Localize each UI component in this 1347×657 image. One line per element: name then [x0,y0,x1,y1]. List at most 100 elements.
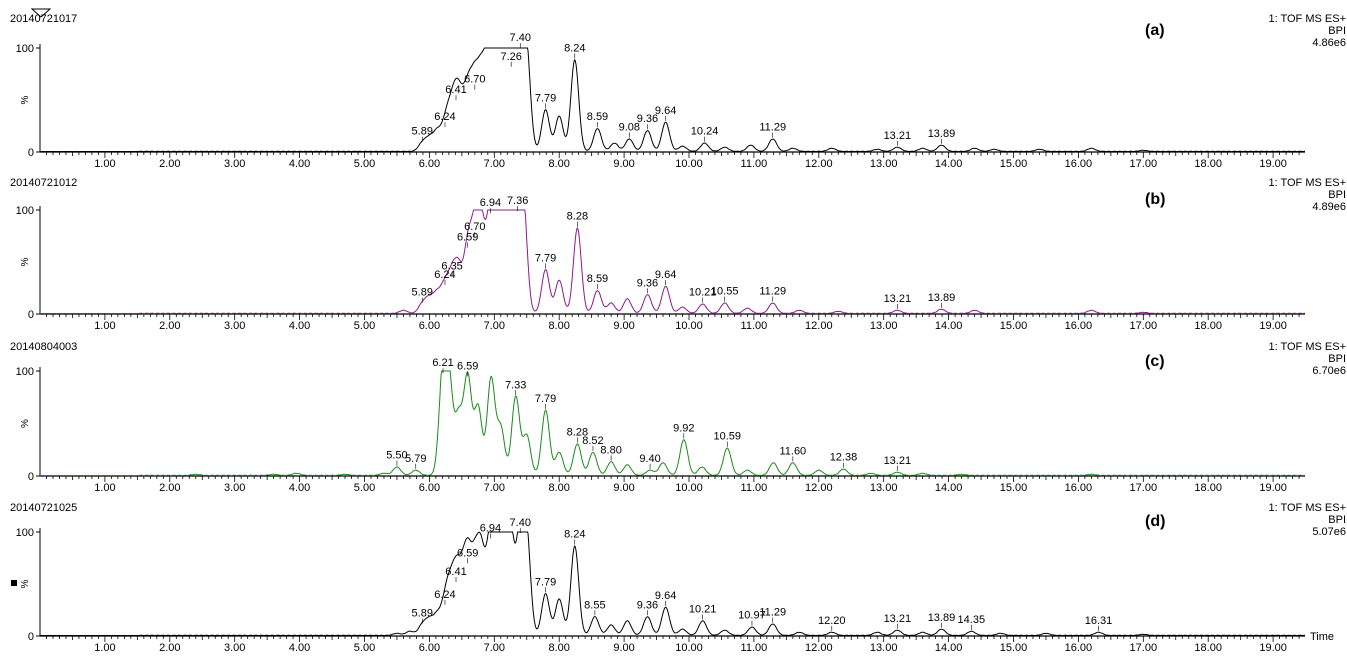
panel-letter-b: (b) [1145,191,1166,208]
peak-label: 6.21 [432,357,453,369]
x-tick-label: 3.00 [224,482,245,494]
x-tick-label: 9.00 [613,642,634,654]
x-tick-label: 17.00 [1130,158,1158,170]
x-tick-label: 7.00 [484,642,505,654]
x-tick-label: 13.00 [870,642,898,654]
x-tick-label: 2.00 [159,320,180,332]
peak-label: 5.89 [412,126,433,138]
x-tick-label: 18.00 [1194,158,1222,170]
x-tick-label: 15.00 [1000,482,1028,494]
x-tick-label: 17.00 [1130,642,1158,654]
peak-label: 11.29 [759,122,786,134]
trace-label-b: BPI [1328,189,1346,201]
peak-label: 6.35 [441,261,462,273]
x-tick-label: 14.00 [935,642,963,654]
x-tick-label: 7.00 [484,158,505,170]
peak-label: 13.89 [928,292,956,304]
peak-label: 14.35 [958,614,986,626]
sample-id-b: 20140721012 [10,177,78,189]
peak-label: 16.31 [1085,615,1113,627]
peak-label: 7.26 [500,51,521,63]
peak-label: 8.55 [584,599,605,611]
peak-label: 10.21 [689,287,717,299]
x-tick-label: 19.00 [1259,482,1287,494]
peak-label: 9.64 [655,105,676,117]
x-tick-label: 9.00 [613,158,634,170]
peak-label: 13.21 [884,293,912,305]
peak-label: 9.92 [673,422,694,434]
y-axis-label: % [20,579,31,588]
panel-letter-c: (c) [1145,353,1165,370]
x-tick-label: 5.00 [354,482,375,494]
y-tick-label: 0 [28,631,34,643]
peak-label: 6.41 [445,566,466,578]
peak-label: 8.24 [564,42,585,54]
y-tick-label: 0 [28,471,34,483]
peak-label: 5.89 [412,608,433,620]
sample-id-d: 20140721025 [10,502,78,514]
detector-label-a: 1: TOF MS ES+ [1268,13,1346,25]
peak-label: 12.38 [830,452,858,464]
peak-label: 13.21 [884,130,912,142]
sample-id-c: 20140804003 [10,341,78,353]
y-tick-label: 100 [16,43,34,55]
peak-label: 7.79 [535,393,556,405]
x-tick-label: 2.00 [159,642,180,654]
peak-label: 9.36 [637,277,658,289]
x-tick-label: 9.00 [613,320,634,332]
x-tick-label: 7.00 [484,320,505,332]
x-tick-label: 18.00 [1194,642,1222,654]
panel-letter-d: (d) [1145,513,1166,530]
peak-label: 10.24 [691,126,719,138]
x-tick-label: 13.00 [870,482,898,494]
peak-label: 7.40 [510,32,531,44]
x-tick-label: 7.00 [484,482,505,494]
peak-label: 10.59 [714,431,742,443]
x-tick-label: 19.00 [1259,158,1287,170]
x-tick-label: 12.00 [805,320,833,332]
peak-label: 11.60 [779,445,806,457]
x-tick-label: 8.00 [548,158,569,170]
y-axis-label: % [20,257,31,266]
panel-d: 100 0% 1.00 2.00 3.00 4.00 5.00 6.00 7.00 8.00 9.0… [16,517,1334,654]
trace-label-d: BPI [1328,514,1346,526]
peak-label: 8.80 [600,444,621,456]
x-tick-label: 4.00 [289,642,310,654]
peak-label: 13.89 [928,612,956,624]
x-tick-label: 3.00 [224,158,245,170]
y-axis-label: % [20,419,31,428]
peak-label: 6.94 [480,522,501,534]
x-tick-label: 11.00 [741,642,768,654]
peak-label: 13.21 [884,613,912,625]
bpi-trace [39,47,1305,153]
peak-label: 10.97 [738,610,766,622]
x-tick-label: 10.00 [675,320,703,332]
peak-label: 6.70 [464,221,485,233]
panel-info-a: 1: TOF MS ES+ BPI 4.86e6 [1268,13,1346,49]
detector-label-b: 1: TOF MS ES+ [1268,177,1346,189]
detector-label-d: 1: TOF MS ES+ [1268,502,1346,514]
x-tick-label: 10.00 [675,642,703,654]
x-tick-label: 12.00 [805,158,833,170]
x-tick-label: 5.00 [354,158,375,170]
x-tick-label: 15.00 [1000,320,1028,332]
panel-info-d: 1: TOF MS ES+ BPI 5.07e6 [1268,502,1346,538]
x-tick-label: 18.00 [1194,482,1222,494]
peak-label: 9.08 [619,122,640,134]
x-tick-label: 11.00 [741,158,768,170]
trace-label-a: BPI [1328,25,1346,37]
x-tick-label: 6.00 [419,158,440,170]
x-tick-label: 2.00 [159,158,180,170]
x-tick-label: 13.00 [870,158,898,170]
x-tick-label: 10.00 [675,158,703,170]
peak-label: 13.21 [884,455,912,467]
peak-label: 12.20 [818,615,846,627]
bpi-trace [39,531,1305,637]
x-tick-label: 1.00 [94,158,115,170]
x-tick-label: 14.00 [935,482,963,494]
peak-label: 8.28 [567,427,588,439]
peak-label: 8.59 [587,273,608,285]
x-tick-label: 1.00 [94,320,115,332]
panel-info-c: 1: TOF MS ES+ BPI 6.70e6 [1268,341,1346,377]
